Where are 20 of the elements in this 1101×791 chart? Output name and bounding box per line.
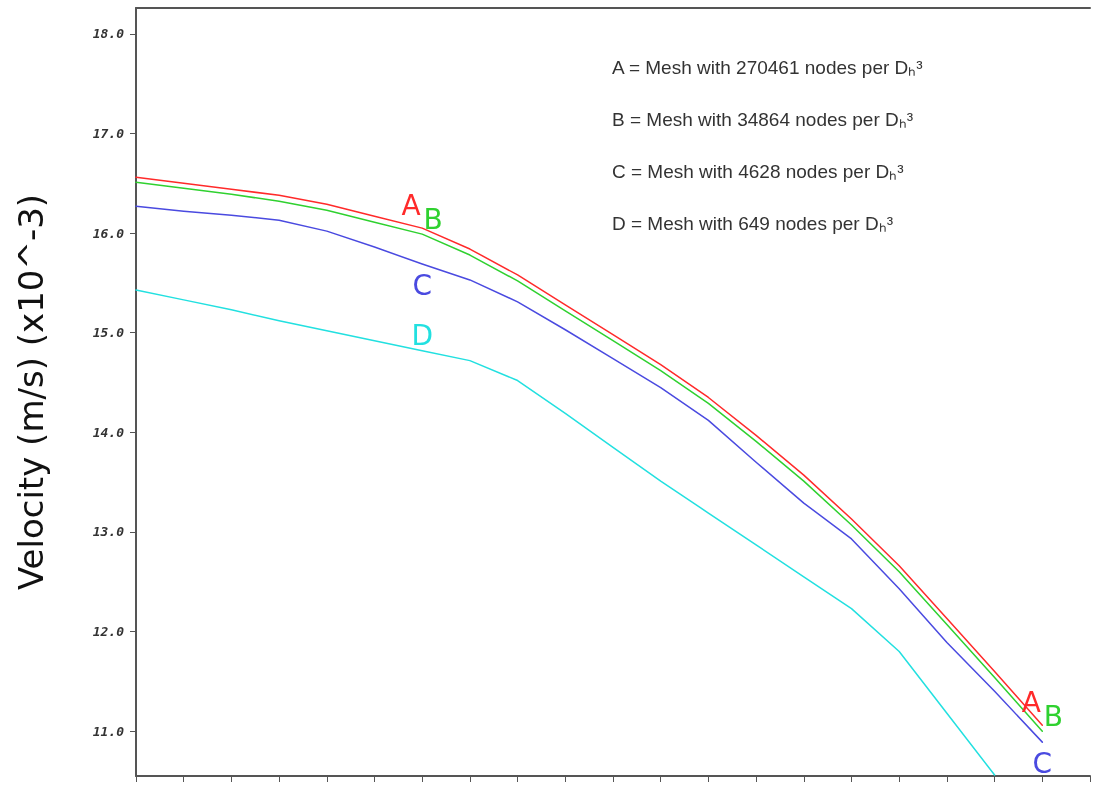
series-label: A	[1021, 685, 1041, 719]
y-axis-title: Velocity (m/s) (x10^-3)	[11, 193, 51, 591]
y-tick-label: 15.0	[92, 325, 125, 341]
y-tick-label: 18.0	[92, 26, 125, 42]
annotation: C = Mesh with 4628 nodes per Dₕ³	[612, 161, 904, 182]
text: B	[1043, 699, 1063, 733]
text: A	[401, 188, 421, 222]
text: C	[1032, 746, 1053, 780]
annotation: A = Mesh with 270461 nodes per Dₕ³	[612, 57, 923, 78]
series-label: C	[412, 268, 432, 302]
series-label: B	[423, 202, 443, 236]
annotation: D = Mesh with 649 nodes per Dₕ³	[612, 213, 893, 234]
y-tick-label: 12.0	[92, 624, 125, 640]
y-tick-label: 13.0	[92, 524, 125, 540]
y-tick-label: 14.0	[92, 424, 125, 440]
annotation: B = Mesh with 34864 nodes per Dₕ³	[612, 109, 914, 130]
series-label: D	[411, 319, 433, 353]
y-tick-label: 16.0	[92, 225, 125, 241]
y-tick-label: 11.0	[92, 723, 125, 739]
y-tick-label: 17.0	[92, 126, 125, 142]
